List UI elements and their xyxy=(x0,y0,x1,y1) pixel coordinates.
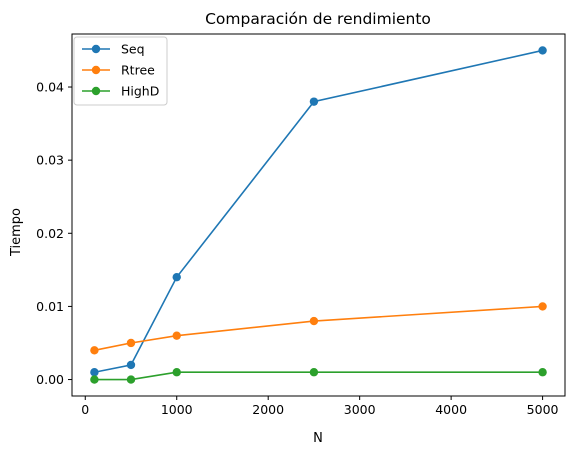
legend-swatch-marker xyxy=(91,86,101,96)
y-tick-label: 0.02 xyxy=(36,226,64,241)
plot-frame xyxy=(71,33,566,397)
data-point-rtree xyxy=(172,331,181,340)
x-axis: 0 1000 2000 3000 4000 5000 xyxy=(81,396,559,417)
series-seq xyxy=(90,46,547,377)
data-point-highd xyxy=(172,368,181,377)
series-rtree xyxy=(90,302,547,355)
legend-item-seq: Seq xyxy=(82,42,145,57)
data-point-seq xyxy=(90,368,99,377)
data-point-rtree xyxy=(538,302,547,311)
x-tick-label: 3000 xyxy=(344,402,376,417)
data-point-seq xyxy=(309,97,319,106)
x-axis-label: N xyxy=(313,431,323,446)
legend-label: Seq xyxy=(121,42,145,57)
data-point-rtree xyxy=(309,316,319,326)
chart-title: Comparación de rendimiento xyxy=(205,10,431,28)
series-highd xyxy=(90,368,547,384)
y-axis: 0.00 0.01 0.02 0.03 0.04 xyxy=(36,80,72,387)
data-point-highd xyxy=(538,368,547,377)
y-tick-label: 0.00 xyxy=(36,372,64,387)
y-tick-label: 0.04 xyxy=(36,80,64,95)
x-tick-label: 5000 xyxy=(527,402,559,417)
data-point-highd xyxy=(126,375,136,384)
legend: Seq Rtree HighD xyxy=(73,36,168,106)
y-tick-label: 0.01 xyxy=(36,299,64,314)
data-point-seq xyxy=(172,272,181,282)
data-point-rtree xyxy=(90,346,99,355)
data-point-highd xyxy=(90,375,99,384)
x-tick-label: 0 xyxy=(81,402,89,417)
series-layer xyxy=(90,46,547,384)
y-axis-label: Tiempo xyxy=(9,208,24,257)
data-point-highd xyxy=(309,368,319,377)
data-point-seq xyxy=(126,360,136,370)
x-tick-label: 2000 xyxy=(252,402,284,417)
data-point-rtree xyxy=(126,338,136,348)
data-point-seq xyxy=(538,46,547,55)
legend-label: Rtree xyxy=(121,63,155,78)
legend-label: HighD xyxy=(121,84,159,99)
x-tick-label: 4000 xyxy=(435,402,467,417)
legend-item-rtree: Rtree xyxy=(82,63,155,78)
legend-item-highd: HighD xyxy=(82,84,159,99)
y-tick-label: 0.03 xyxy=(36,153,64,168)
legend-swatch-marker xyxy=(91,65,101,75)
legend-swatch-marker xyxy=(91,44,101,54)
x-tick-label: 1000 xyxy=(161,402,193,417)
